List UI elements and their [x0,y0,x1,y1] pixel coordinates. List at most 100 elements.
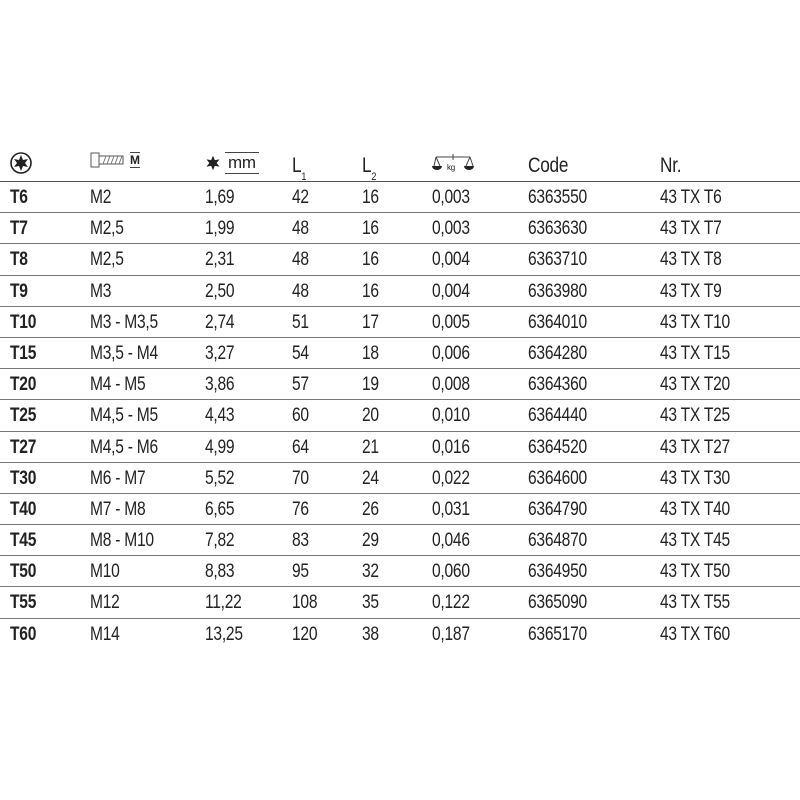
weight-cell: 0,122 [432,592,470,614]
l1-cell: 48 [292,249,309,271]
nr-cell: 43 TX T27 [660,436,730,458]
table-body: T6 M2 1,69 42 16 0,003 6363550 43 TX T6 T7 M2,5 1,… [0,182,800,650]
table-row: T40 M7 - M8 6,65 76 26 0,031 6364790 43 TX T40 [0,494,800,526]
nr-cell: 43 TX T7 [660,218,722,240]
l2-cell: 26 [362,498,379,520]
l2-cell: 16 [362,249,379,271]
code-cell: 6364870 [528,530,587,552]
nr-cell: 43 TX T45 [660,530,730,552]
size-cell: 7,82 [205,530,235,552]
thread-cell: M8 - M10 [90,530,154,552]
l2-cell: 16 [362,187,379,208]
l2-label: L [362,154,372,177]
l1-sub: 1 [301,171,307,183]
l2-cell: 17 [362,311,379,333]
size-cell: 6,65 [205,498,235,520]
drive-cell: T45 [10,530,37,552]
table-row: T8 M2,5 2,31 48 16 0,004 6363710 43 TX T8 [0,244,800,276]
l2-header: L2 [362,154,376,183]
code-cell: 6364280 [528,342,587,364]
weight-cell: 0,022 [432,467,470,489]
weight-cell: 0,046 [432,530,470,552]
thread-cell: M2 [90,187,112,208]
l2-cell: 16 [362,218,379,240]
kg-label: kg [447,163,455,172]
spec-table: M mm L1 L2 kg Code Nr. T6 M2 1,69 42 16 0,003… [0,148,800,650]
nr-cell: 43 TX T40 [660,498,730,520]
table-row: T55 M12 11,22 108 35 0,122 6365090 43 TX T55 [0,587,800,619]
drive-cell: T55 [10,592,37,614]
drive-cell: T30 [10,467,37,489]
drive-cell: T9 [10,280,28,302]
drive-cell: T10 [10,311,37,333]
size-cell: 4,99 [205,436,235,458]
code-cell: 6364010 [528,311,587,333]
size-cell: 3,86 [205,374,235,396]
drive-cell: T20 [10,374,37,396]
size-cell: 4,43 [205,405,235,427]
table-row: T10 M3 - M3,5 2,74 51 17 0,005 6364010 43 TX T1… [0,307,800,338]
thread-cell: M14 [90,623,120,645]
weight-cell: 0,004 [432,249,470,271]
drive-cell: T50 [10,561,37,583]
scale-icon: kg [432,154,474,174]
l1-cell: 57 [292,374,309,396]
l2-cell: 35 [362,592,379,614]
code-cell: 6364950 [528,561,587,583]
size-cell: 2,31 [205,249,235,271]
size-cell: 2,74 [205,311,235,333]
l2-cell: 38 [362,623,379,645]
thread-cell: M2,5 [90,218,124,240]
table-row: T15 M3,5 - M4 3,27 54 18 0,006 6364280 43 TX T1… [0,338,800,370]
drive-cell: T40 [10,498,37,520]
table-row: T50 M10 8,83 95 32 0,060 6364950 43 TX T50 [0,556,800,588]
thread-cell: M10 [90,561,120,583]
drive-cell: T6 [10,187,28,208]
thread-label: M [130,152,140,168]
code-cell: 6363630 [528,218,587,240]
nr-cell: 43 TX T60 [660,623,730,645]
l2-cell: 18 [362,342,379,364]
weight-cell: 0,016 [432,436,470,458]
l2-sub: 2 [371,171,377,183]
thread-cell: M4,5 - M5 [90,405,158,427]
nr-cell: 43 TX T8 [660,249,722,271]
table-row: T27 M4,5 - M6 4,99 64 21 0,016 6364520 43 TX T2… [0,432,800,463]
drive-cell: T60 [10,623,37,645]
l1-cell: 48 [292,280,309,302]
weight-cell: 0,031 [432,498,470,520]
thread-cell: M3 - M3,5 [90,311,158,333]
l1-cell: 108 [292,592,318,614]
drive-cell: T8 [10,249,28,271]
code-cell: 6364790 [528,498,587,520]
l2-cell: 24 [362,467,379,489]
l1-cell: 60 [292,405,309,427]
thread-cell: M3,5 - M4 [90,342,158,364]
size-cell: 3,27 [205,342,235,364]
l2-cell: 20 [362,405,379,427]
l1-label: L [292,154,302,177]
l1-cell: 51 [292,311,309,333]
code-cell: 6364360 [528,374,587,396]
nr-cell: 43 TX T6 [660,187,722,208]
size-cell: 5,52 [205,467,235,489]
code-cell: 6364440 [528,405,587,427]
torx-drive-icon [10,152,32,174]
table-row: T30 M6 - M7 5,52 70 24 0,022 6364600 43 TX T30 [0,463,800,494]
l1-cell: 95 [292,561,309,583]
code-cell: 6364600 [528,467,587,489]
nr-cell: 43 TX T30 [660,467,730,489]
table-row: T20 M4 - M5 3,86 57 19 0,008 6364360 43 TX T20 [0,369,800,401]
thread-cell: M4 - M5 [90,374,146,396]
l1-cell: 120 [292,623,318,645]
table-row: T45 M8 - M10 7,82 83 29 0,046 6364870 43 TX T45 [0,525,800,557]
mm-label: mm [225,152,259,174]
size-cell: 1,99 [205,218,235,240]
l1-cell: 64 [292,436,309,458]
l2-cell: 32 [362,561,379,583]
drive-cell: T25 [10,405,37,427]
size-header: mm [205,152,259,174]
size-cell: 13,25 [205,623,243,645]
thread-cell: M2,5 [90,249,124,271]
nr-cell: 43 TX T20 [660,374,730,396]
